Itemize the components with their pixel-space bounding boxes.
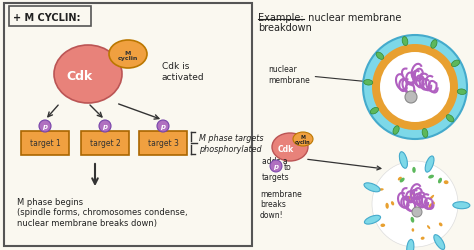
Circle shape [405,92,417,104]
FancyBboxPatch shape [9,7,91,27]
Circle shape [372,161,458,247]
Text: M
cyclin: M cyclin [118,50,138,61]
Ellipse shape [393,126,399,135]
Ellipse shape [398,177,402,181]
Circle shape [157,120,169,132]
Ellipse shape [417,203,419,206]
Text: + M CYCLIN:: + M CYCLIN: [13,13,81,23]
Ellipse shape [425,156,434,172]
Ellipse shape [54,46,122,104]
Ellipse shape [411,228,414,232]
Ellipse shape [385,203,389,209]
Ellipse shape [427,225,430,229]
Ellipse shape [410,217,414,223]
Ellipse shape [364,183,380,192]
Ellipse shape [402,38,408,46]
FancyBboxPatch shape [139,132,187,156]
Ellipse shape [407,240,414,250]
FancyBboxPatch shape [21,132,69,156]
Circle shape [363,36,467,140]
Ellipse shape [410,190,413,196]
Ellipse shape [272,134,308,161]
Text: Cdk is
activated: Cdk is activated [162,62,205,81]
Ellipse shape [378,188,384,191]
Text: target 1: target 1 [29,139,60,148]
Ellipse shape [429,195,434,200]
Circle shape [270,160,282,172]
Ellipse shape [370,108,379,114]
Text: M phase begins
(spindle forms, chromosomes condense,
nuclear membrane breaks dow: M phase begins (spindle forms, chromosom… [17,197,188,227]
Ellipse shape [432,202,435,205]
Ellipse shape [365,216,381,224]
Circle shape [412,207,422,217]
Ellipse shape [412,167,416,173]
Text: p: p [273,163,279,169]
Text: adds a: adds a [262,156,288,165]
Ellipse shape [428,175,434,179]
Ellipse shape [400,152,408,168]
Text: M
cyclin: M cyclin [295,134,311,145]
Text: membrane
breaks
down!: membrane breaks down! [260,189,302,219]
Ellipse shape [400,178,405,183]
Text: Example:: Example: [258,13,304,23]
Ellipse shape [421,237,425,240]
Ellipse shape [376,53,384,60]
Text: nuclear
membrane: nuclear membrane [268,65,367,84]
Circle shape [39,120,51,132]
FancyBboxPatch shape [81,132,129,156]
Circle shape [380,53,450,122]
Ellipse shape [451,61,460,67]
Ellipse shape [444,180,448,184]
Text: M phase targets
phosphorylated: M phase targets phosphorylated [199,134,264,153]
Text: target 3: target 3 [147,139,178,148]
Text: p: p [102,124,108,130]
Text: p: p [161,124,165,130]
Circle shape [99,120,111,132]
Ellipse shape [109,41,147,69]
Ellipse shape [438,178,442,184]
Ellipse shape [381,224,385,227]
Ellipse shape [434,235,445,250]
Ellipse shape [453,202,470,209]
Ellipse shape [408,196,411,201]
Text: to: to [284,162,292,171]
Ellipse shape [293,132,313,146]
Text: targets: targets [262,172,290,181]
Text: target 2: target 2 [90,139,120,148]
Text: Cdk: Cdk [278,145,294,154]
Ellipse shape [439,222,443,226]
Ellipse shape [457,90,466,95]
Text: breakdown: breakdown [258,23,312,33]
Text: Cdk: Cdk [67,70,93,83]
FancyBboxPatch shape [4,4,252,246]
Ellipse shape [446,115,454,122]
Ellipse shape [431,40,437,49]
Circle shape [372,45,458,130]
Ellipse shape [422,129,428,138]
Ellipse shape [364,80,373,86]
Text: p: p [43,124,47,130]
Ellipse shape [428,204,433,209]
Ellipse shape [391,201,394,205]
Text: nuclear membrane: nuclear membrane [305,13,401,23]
